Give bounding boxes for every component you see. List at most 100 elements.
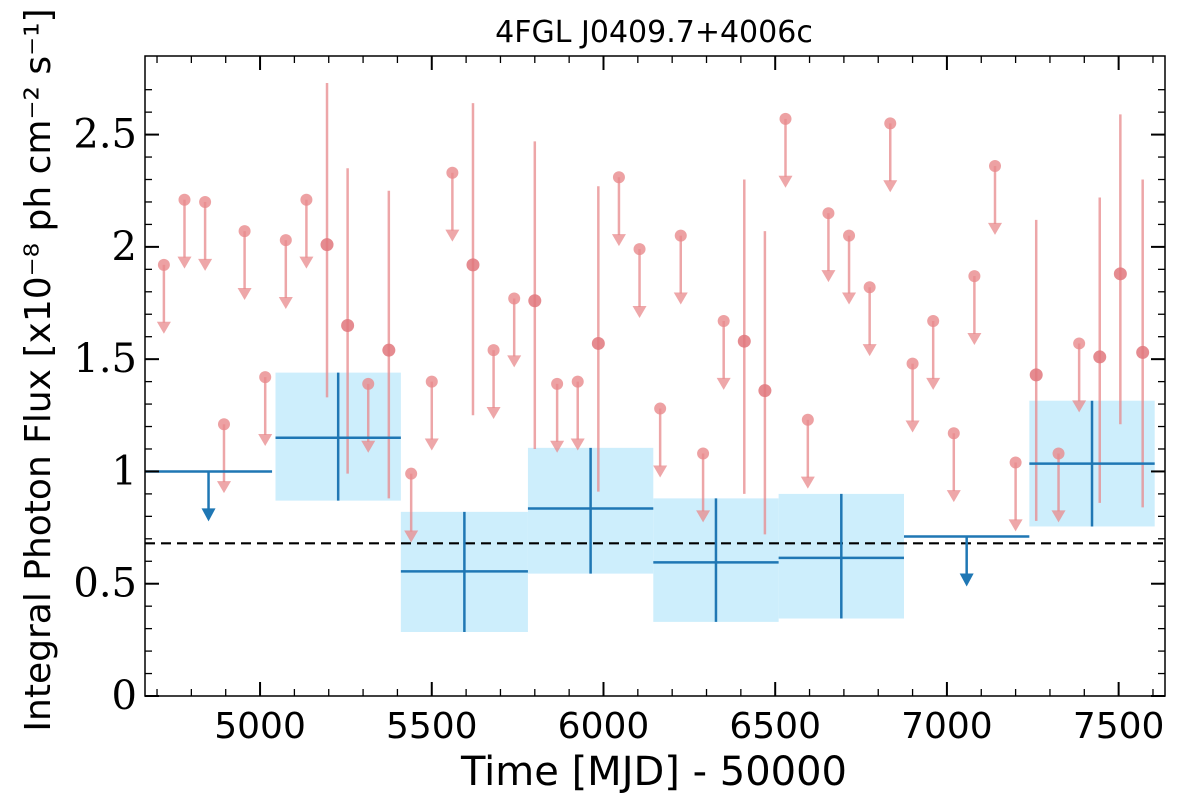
- short-bin-point-3: [217, 418, 230, 431]
- short-bin-point-39: [968, 270, 981, 283]
- short-bin-ul-arrow-5: [258, 434, 273, 446]
- short-bin-ul-arrow-13: [424, 438, 439, 451]
- short-bin-point-46: [1113, 267, 1127, 281]
- short-bin-ul-arrow-41: [1008, 519, 1023, 532]
- y-tick-label-5: 2.5: [73, 112, 137, 158]
- short-bin-point-30: [779, 112, 792, 125]
- short-bin-series: [156, 82, 1150, 543]
- short-bin-ul-arrow-33: [842, 292, 857, 305]
- x-axis: 5000 5500 6000 6500 7000 7500: [156, 56, 1165, 747]
- long-bin-ul-arrow-0: [201, 508, 216, 522]
- short-bin-point-32: [822, 207, 835, 220]
- short-bin-point-8: [320, 238, 334, 252]
- short-bin-point-25: [674, 229, 687, 242]
- short-bin-ul-arrow-32: [821, 270, 836, 283]
- x-tick-label-4: 7000: [901, 706, 993, 747]
- short-bin-ul-arrow-23: [632, 306, 647, 318]
- short-bin-point-45: [1093, 350, 1107, 364]
- short-bin-ul-arrow-0: [156, 321, 171, 334]
- short-bin-point-27: [717, 314, 730, 327]
- y-tick-label-3: 1.5: [73, 336, 137, 382]
- short-bin-point-0: [157, 258, 170, 271]
- short-bin-ul-arrow-35: [883, 180, 898, 193]
- short-bin-point-7: [300, 193, 313, 206]
- short-bin-ul-arrow-10: [361, 440, 376, 453]
- short-bin-point-31: [801, 413, 814, 426]
- short-bin-point-11: [382, 343, 396, 357]
- short-bin-ul-arrow-38: [946, 490, 961, 503]
- short-bin-ul-arrow-16: [486, 407, 501, 420]
- short-bin-point-33: [843, 229, 856, 242]
- short-bin-ul-arrow-44: [1072, 400, 1087, 413]
- short-bin-point-37: [927, 314, 940, 327]
- short-bin-point-5: [259, 371, 272, 384]
- short-bin-point-13: [425, 375, 438, 388]
- short-bin-ul-arrow-3: [216, 481, 231, 494]
- short-bin-ul-arrow-14: [445, 229, 460, 242]
- short-bin-point-22: [612, 171, 625, 184]
- short-bin-point-24: [654, 402, 667, 415]
- x-axis-label: Time [MJD] - 50000: [460, 749, 847, 795]
- short-bin-ul-arrow-27: [716, 377, 731, 390]
- y-tick-label-0: 0: [112, 673, 137, 719]
- short-bin-ul-arrow-36: [905, 420, 920, 433]
- y-tick-label-1: 0.5: [73, 561, 137, 607]
- short-bin-ul-arrow-25: [673, 292, 688, 305]
- x-tick-label-1: 5500: [386, 706, 478, 747]
- long-bin-ul-arrow-6: [959, 573, 974, 587]
- x-tick-label-2: 6000: [558, 706, 650, 747]
- short-bin-point-12: [405, 467, 418, 480]
- short-bin-point-35: [884, 117, 897, 130]
- short-bin-point-18: [528, 294, 542, 308]
- short-bin-point-17: [508, 292, 521, 305]
- short-bin-point-9: [341, 318, 355, 332]
- short-bin-point-2: [199, 195, 212, 208]
- short-bin-ul-arrow-43: [1051, 510, 1066, 523]
- y-tick-label-2: 1: [112, 448, 137, 494]
- short-bin-point-23: [633, 243, 646, 256]
- short-bin-point-43: [1052, 447, 1065, 460]
- short-bin-point-10: [362, 377, 375, 390]
- short-bin-point-29: [758, 384, 772, 398]
- short-bin-point-47: [1136, 345, 1150, 359]
- short-bin-ul-arrow-1: [177, 256, 192, 269]
- y-tick-label-4: 2: [112, 224, 137, 270]
- short-bin-ul-arrow-34: [862, 344, 877, 357]
- short-bin-point-38: [947, 427, 960, 440]
- short-bin-ul-arrow-31: [800, 476, 815, 489]
- short-bin-ul-arrow-4: [237, 288, 252, 301]
- chart-title: 4FGL J0409.7+4006c: [495, 15, 813, 50]
- short-bin-ul-arrow-19: [550, 440, 565, 453]
- short-bin-point-19: [551, 377, 564, 390]
- short-bin-point-21: [591, 336, 605, 350]
- short-bin-point-20: [571, 375, 584, 388]
- short-bin-ul-arrow-30: [778, 175, 793, 188]
- short-bin-point-6: [279, 234, 292, 247]
- short-bin-point-41: [1009, 456, 1022, 469]
- short-bin-ul-arrow-2: [198, 258, 213, 271]
- y-axis: 0 0.5 1 1.5 2 2.5: [73, 89, 1165, 719]
- short-bin-point-36: [906, 357, 919, 370]
- short-bin-point-26: [697, 447, 710, 460]
- short-bin-ul-arrow-20: [570, 438, 585, 451]
- short-bin-point-40: [989, 160, 1001, 173]
- short-bin-ul-arrow-26: [696, 510, 711, 523]
- short-bin-ul-arrow-39: [967, 332, 982, 345]
- short-bin-ul-arrow-12: [404, 530, 419, 543]
- plot-frame: [144, 55, 1166, 697]
- short-bin-point-16: [487, 344, 500, 357]
- short-bin-ul-arrow-6: [278, 297, 293, 310]
- short-bin-point-4: [238, 225, 251, 238]
- short-bin-point-1: [178, 193, 191, 206]
- short-bin-ul-arrow-7: [299, 256, 314, 269]
- x-tick-label-5: 7500: [1073, 706, 1165, 747]
- x-tick-label-0: 5000: [214, 706, 306, 747]
- short-bin-point-44: [1073, 337, 1086, 350]
- x-tick-label-3: 6500: [729, 706, 821, 747]
- y-axis-label: Integral Photon Flux [x10⁻⁸ ph cm⁻² s⁻¹]: [18, 8, 59, 731]
- short-bin-point-14: [446, 166, 459, 179]
- short-bin-point-15: [466, 258, 480, 272]
- short-bin-point-42: [1029, 368, 1043, 382]
- short-bin-point-28: [737, 334, 751, 348]
